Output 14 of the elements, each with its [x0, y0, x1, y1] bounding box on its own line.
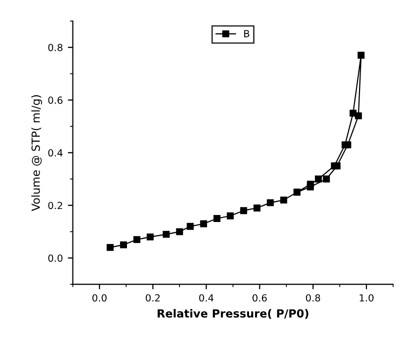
y-tick-label: 0.8 — [48, 44, 62, 52]
y-tick-label: 0.6 — [48, 96, 62, 104]
x-tick-label: 0.8 — [306, 294, 320, 302]
x-tick-label: 1.0 — [360, 294, 374, 302]
x-tick-label: 0.0 — [92, 294, 107, 302]
y-tick-label: 0.2 — [48, 202, 62, 210]
x-tick-label: 0.4 — [199, 294, 214, 302]
x-tick-label: 0.2 — [146, 294, 160, 302]
y-tick-label: 0.0 — [48, 254, 62, 262]
y-tick-label: 0.4 — [48, 149, 63, 157]
x-axis-title: Relative Pressure( P/P0) — [158, 308, 308, 319]
x-tick-label: 0.6 — [252, 294, 267, 302]
y-axis-title: Volume @ STP( ml/g) — [31, 95, 42, 212]
legend-label: B — [244, 30, 250, 38]
